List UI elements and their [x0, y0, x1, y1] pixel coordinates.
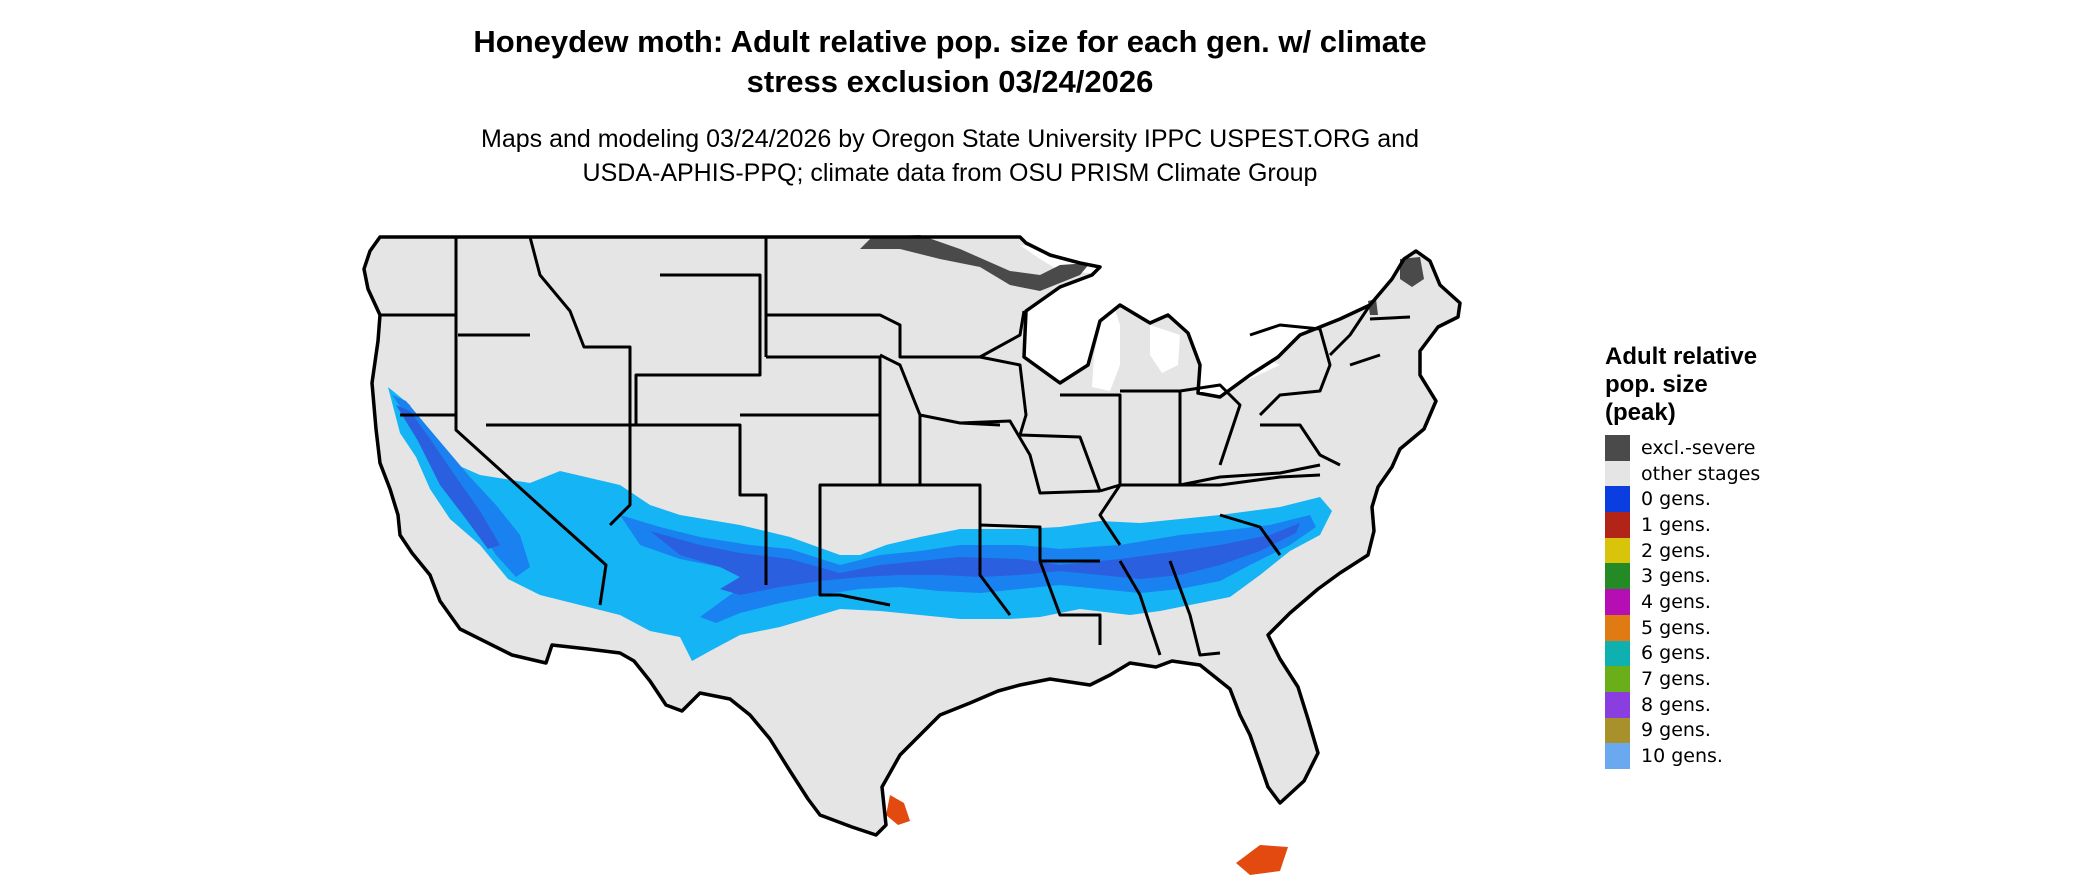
legend-label: 6 gens.: [1641, 642, 1711, 665]
title-line-1: Honeydew moth: Adult relative pop. size …: [473, 24, 1427, 59]
population-zone-high-texas: [886, 795, 910, 825]
legend-item: 9 gens.: [1605, 717, 1905, 744]
legend-title-line-3: (peak): [1605, 399, 1676, 426]
legend-swatch: [1605, 435, 1630, 461]
legend-label: 10 gens.: [1641, 745, 1723, 768]
legend-item: 4 gens.: [1605, 589, 1905, 615]
subtitle-line-2: USDA-APHIS-PPQ; climate data from OSU PR…: [582, 159, 1318, 187]
legend-swatch: [1605, 589, 1630, 615]
excluded-region-north: [860, 235, 1090, 291]
legend-label: 1 gens.: [1641, 513, 1711, 536]
legend-item: other stages: [1605, 460, 1905, 487]
legend-swatch: [1605, 537, 1630, 564]
legend-swatch: [1605, 614, 1630, 641]
legend-swatch: [1605, 563, 1630, 590]
population-zone-light: [388, 387, 1332, 661]
us-map-svg: [362, 235, 1462, 875]
legend-item: excl.-severe: [1605, 435, 1905, 461]
legend-title: Adult relative pop. size (peak): [1605, 343, 1905, 427]
map-legend: Adult relative pop. size (peak) excl.-se…: [1605, 343, 1905, 769]
legend-swatch: [1605, 691, 1630, 718]
legend-label: 3 gens.: [1641, 565, 1711, 588]
map-subtitle: Maps and modeling 03/24/2026 by Oregon S…: [0, 122, 1900, 190]
legend-swatch: [1605, 640, 1630, 667]
legend-title-line-2: pop. size: [1605, 371, 1708, 398]
legend-swatch: [1605, 666, 1630, 692]
lake-michigan: [1092, 291, 1120, 391]
population-zone-high-florida: [1236, 845, 1288, 875]
legend-items: excl.-severe other stages 0 gens. 1 gens. 2 …: [1605, 435, 1905, 769]
legend-item: 0 gens.: [1605, 486, 1905, 513]
legend-label: 9 gens.: [1641, 719, 1711, 742]
legend-title-line-1: Adult relative: [1605, 343, 1758, 370]
legend-item: 5 gens.: [1605, 614, 1905, 641]
legend-label: 8 gens.: [1641, 693, 1711, 716]
excluded-region-maine: [1368, 257, 1424, 315]
legend-item: 7 gens.: [1605, 666, 1905, 692]
us-outline: [364, 237, 1460, 835]
subtitle-line-1: Maps and modeling 03/24/2026 by Oregon S…: [481, 125, 1419, 153]
map-title: Honeydew moth: Adult relative pop. size …: [0, 22, 1900, 102]
legend-label: excl.-severe: [1641, 436, 1756, 459]
title-line-2: stress exclusion 03/24/2026: [746, 64, 1154, 99]
legend-item: 6 gens.: [1605, 640, 1905, 667]
legend-label: other stages: [1641, 462, 1761, 485]
legend-item: 8 gens.: [1605, 691, 1905, 718]
legend-label: 0 gens.: [1641, 488, 1711, 511]
legend-label: 5 gens.: [1641, 616, 1711, 639]
lake-huron-erie: [1150, 325, 1280, 383]
legend-swatch: [1605, 486, 1630, 513]
state-boundaries: [380, 236, 1411, 657]
legend-item: 2 gens.: [1605, 537, 1905, 564]
legend-label: 4 gens.: [1641, 590, 1711, 613]
legend-label: 7 gens.: [1641, 668, 1711, 691]
us-outline-stroke: [362, 235, 1462, 837]
legend-item: 3 gens.: [1605, 563, 1905, 590]
legend-swatch: [1605, 512, 1630, 538]
us-map: [320, 215, 1620, 890]
legend-label: 2 gens.: [1641, 539, 1711, 562]
legend-item: 10 gens.: [1605, 743, 1905, 769]
legend-swatch: [1605, 743, 1630, 769]
legend-item: 1 gens.: [1605, 512, 1905, 538]
legend-swatch: [1605, 460, 1630, 487]
legend-swatch: [1605, 717, 1630, 744]
